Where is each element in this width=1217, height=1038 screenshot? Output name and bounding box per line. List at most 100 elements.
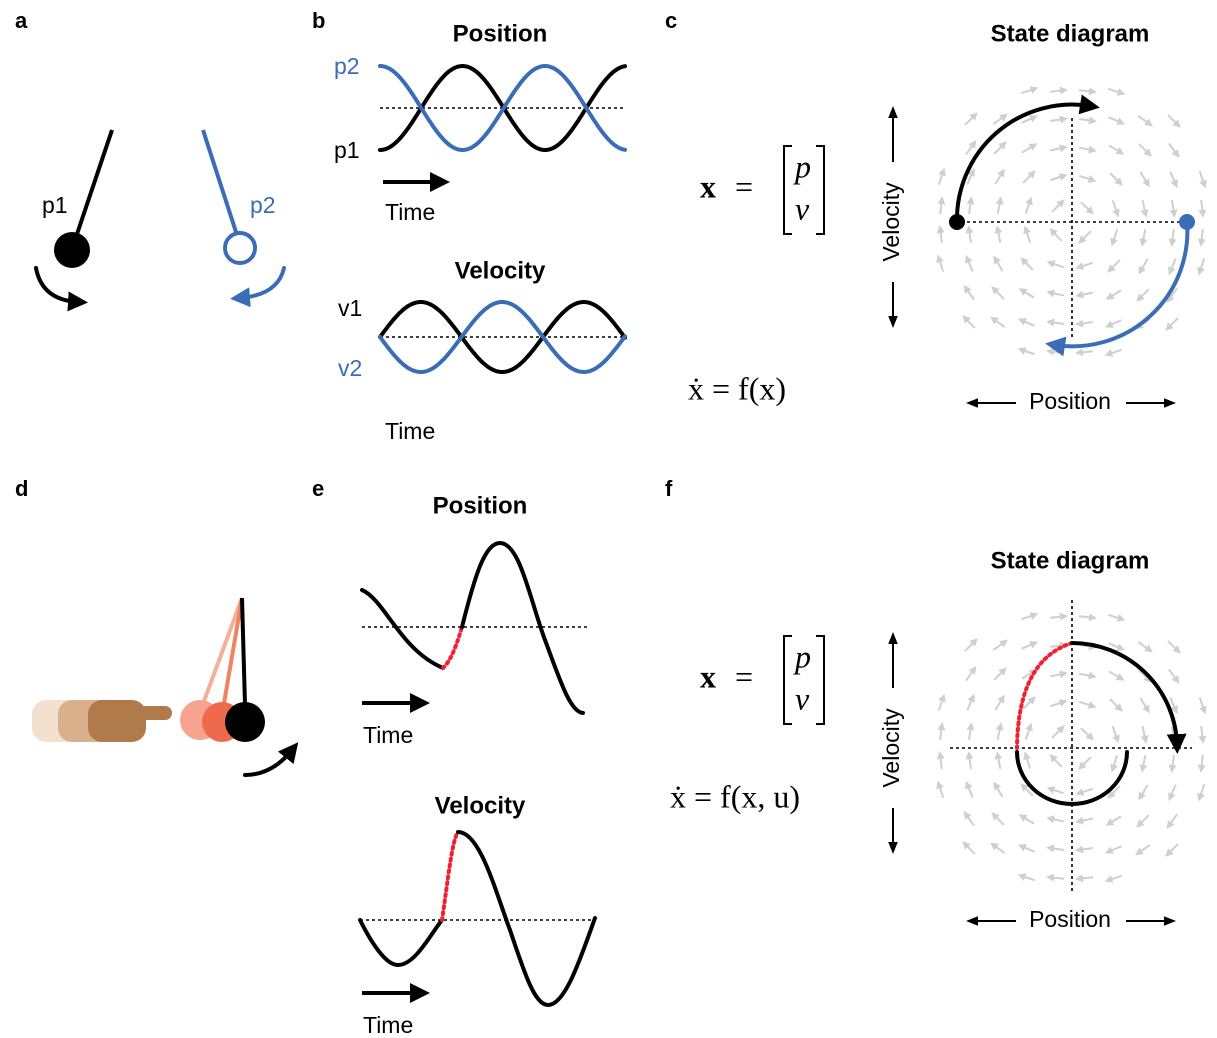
field-arrow [1169, 814, 1177, 825]
curve [458, 832, 595, 1005]
field-arrow [1201, 200, 1203, 214]
field-arrow [1109, 117, 1122, 122]
field-arrow [1052, 757, 1062, 767]
label: Time [385, 199, 435, 225]
field-arrow [1140, 785, 1147, 797]
field-arrow [1170, 259, 1175, 272]
field-arrow [994, 144, 1004, 154]
field-arrow [1109, 290, 1121, 297]
field-arrow [1050, 90, 1064, 92]
field-arrow [1079, 263, 1092, 267]
label: Time [385, 418, 435, 444]
field-arrow [993, 642, 1004, 650]
label: Velocity [435, 792, 526, 819]
curve [462, 543, 583, 713]
field-arrow [1113, 755, 1117, 768]
field-arrow [1108, 89, 1121, 93]
field-arrow [1170, 785, 1175, 798]
field-arrow [1143, 200, 1146, 214]
field-arrow [1172, 755, 1174, 769]
field-arrow [1169, 143, 1177, 154]
field-arrow [1139, 815, 1149, 825]
field-arrow [1079, 90, 1093, 91]
field-arrow [1143, 229, 1146, 243]
math: ẋ = f(x, u) [670, 778, 800, 814]
field-arrow [1172, 229, 1174, 243]
field-arrow [966, 669, 974, 680]
field-arrow [1050, 702, 1063, 707]
field-arrow [1168, 844, 1178, 854]
curve [362, 590, 443, 668]
figure: abcdefp1p2Positionp2p1TimeVelocityv1v2Ti… [0, 0, 1217, 1038]
field-arrow [940, 200, 942, 214]
bracket [784, 146, 792, 234]
label: Time [363, 1012, 413, 1038]
field-arrow [967, 785, 972, 798]
field-arrow [939, 258, 943, 271]
rotation-arrow [245, 750, 292, 775]
field-arrow [998, 726, 1001, 740]
field-arrow [965, 115, 975, 125]
field-arrow [1050, 616, 1064, 618]
panel-label: b [312, 8, 325, 33]
field-arrow [1026, 726, 1031, 739]
field-arrow [1113, 200, 1118, 213]
label: Position [1029, 388, 1111, 414]
label: p2 [334, 53, 360, 79]
field-arrow [1200, 697, 1204, 710]
field-arrow [1172, 200, 1174, 214]
field-arrow [1079, 119, 1093, 121]
field-arrow [1109, 643, 1122, 648]
field-arrow [1022, 117, 1035, 123]
field-arrow [1200, 258, 1204, 271]
field-arrow [998, 200, 1001, 214]
field-arrow [1050, 263, 1063, 268]
pendulum-bob [225, 233, 255, 263]
line [200, 598, 242, 712]
field-arrow [967, 698, 973, 711]
field-arrow [1110, 260, 1120, 270]
field-arrow [1052, 728, 1062, 738]
field-arrow [1108, 876, 1121, 880]
field-arrow [1109, 145, 1121, 152]
field-arrow [1021, 876, 1034, 880]
field-arrow [993, 116, 1004, 124]
math: v [795, 190, 810, 226]
field-arrow [1138, 845, 1149, 853]
field-arrow [1026, 229, 1030, 242]
field-arrow [1140, 172, 1147, 184]
field-arrow [967, 259, 972, 272]
bracket [816, 146, 824, 234]
label: State diagram [991, 547, 1150, 574]
field-arrow [1050, 819, 1064, 822]
math: p [793, 148, 811, 184]
field-arrow [998, 755, 1001, 769]
field-arrow [1023, 260, 1033, 270]
field-arrow [1050, 322, 1064, 324]
field-arrow [1143, 755, 1146, 769]
label: Position [453, 20, 548, 47]
field-arrow [940, 726, 942, 740]
field-arrow [1108, 615, 1121, 619]
field-arrow [1022, 816, 1034, 823]
field-arrow [1021, 350, 1034, 354]
field-arrow [1050, 176, 1063, 181]
field-arrow [1113, 726, 1118, 739]
field-arrow [969, 200, 971, 214]
field-arrow [940, 229, 941, 243]
line [222, 598, 242, 715]
perturbation [442, 832, 458, 920]
rotation-arrow [36, 268, 78, 302]
label: Velocity [878, 708, 904, 788]
line [242, 598, 245, 705]
field-arrow [1079, 674, 1093, 677]
field-arrow [965, 844, 975, 854]
panel-label: f [665, 476, 673, 501]
curve [360, 920, 442, 965]
field-arrow [966, 814, 974, 825]
field-arrow [1139, 144, 1149, 154]
field-arrow [1021, 615, 1034, 619]
field-arrow [1109, 320, 1122, 325]
field-arrow [939, 697, 943, 710]
field-arrow [995, 259, 1002, 271]
